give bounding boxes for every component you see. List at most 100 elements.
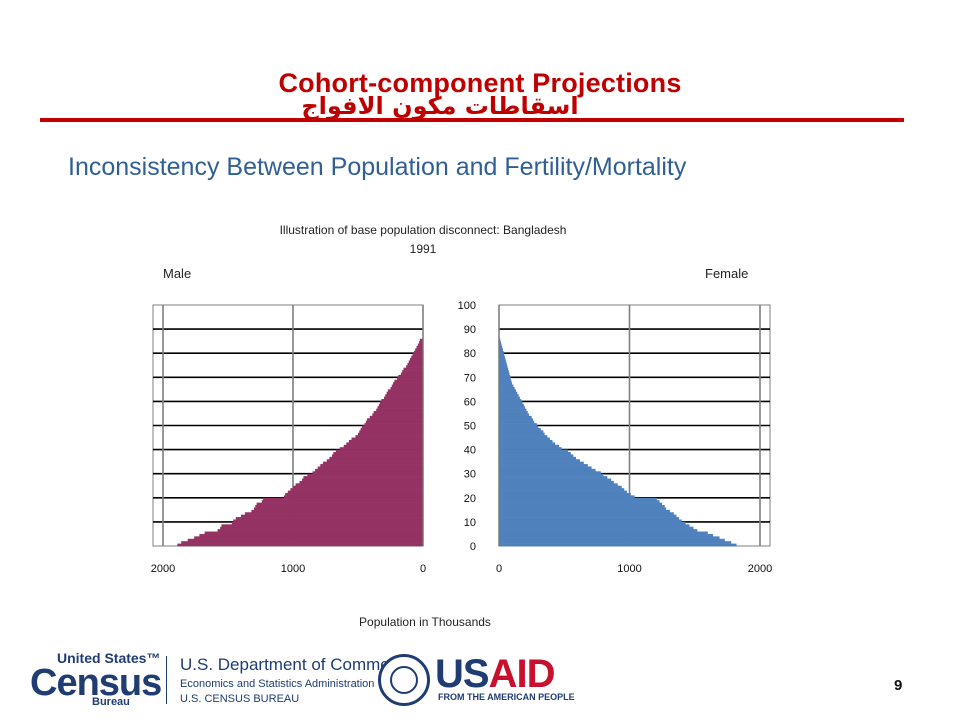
female-panel-label: Female [705,266,749,281]
female-bar-age-53 [499,415,532,419]
male-bar-age-75 [407,362,423,366]
female-bar-age-34 [499,461,584,465]
female-bar-age-71 [499,372,510,376]
male-bar-age-41 [343,444,423,448]
y-tick-label-10: 10 [464,517,476,529]
male-bar-age-50 [364,423,423,426]
male-bar-age-27 [302,478,423,482]
female-bar-age-59 [499,401,523,405]
y-tick-label-50: 50 [464,421,476,433]
female-bar-age-31 [499,468,596,472]
female-bar-age-29 [499,473,604,477]
female-bar-age-60 [499,398,522,402]
female-bar-age-72 [499,370,509,373]
male-bar-age-16 [255,505,423,508]
male-bar-age-66 [391,384,423,388]
female-bar-age-85 [499,338,501,342]
female-x-tick-0: 0 [496,563,502,575]
female-bar-age-20 [499,495,635,499]
doc-line-3: U.S. CENSUS BUREAU [180,693,300,705]
female-bar-age-21 [499,492,631,496]
male-bar-age-72 [402,370,423,373]
female-bar-age-27 [499,478,612,482]
female-bar-age-77 [499,358,506,361]
female-bar-age-33 [499,464,588,467]
female-bar-age-61 [499,396,520,400]
male-bar-age-54 [372,413,423,417]
female-bar-age-73 [499,367,509,371]
male-bar-age-65 [390,386,423,390]
slide-subtitle: Inconsistency Between Population and Fer… [68,153,687,181]
female-bar-age-3 [499,536,720,540]
male-bar-age-21 [285,492,423,496]
male-bar-age-1 [181,541,423,544]
female-bar-age-78 [499,355,505,359]
male-bar-age-9 [231,521,423,525]
female-bar-age-79 [499,353,505,356]
female-bar-age-28 [499,476,608,479]
y-tick-label-70: 70 [464,372,476,384]
male-bar-age-8 [221,524,423,528]
female-bar-age-39 [499,449,569,453]
male-bar-age-55 [373,411,423,414]
female-bar-age-51 [499,420,535,424]
female-bar-age-8 [499,524,690,528]
male-bar-age-44 [351,437,423,441]
female-bar-age-44 [499,437,550,441]
female-bar-age-14 [499,509,670,513]
female-bar-age-5 [499,531,708,535]
female-bar-age-9 [499,521,686,525]
male-bar-age-84 [419,341,423,344]
page-number: 9 [894,677,903,694]
census-logo-bureau: Bureau [92,696,130,708]
female-bar-age-41 [499,444,560,448]
female-bar-age-6 [499,529,698,532]
usaid-seal-icon [378,654,430,706]
slide-title: Cohort-component Projections [278,68,682,98]
male-bar-age-67 [393,382,423,385]
female-bar-age-18 [499,500,660,503]
female-bar-age-37 [499,454,574,458]
male-bar-age-42 [346,442,423,446]
y-tick-label-0: 0 [470,541,476,553]
male-bar-age-43 [348,439,423,443]
male-bar-age-35 [326,459,423,462]
male-bar-age-36 [329,456,423,460]
male-bar-age-79 [412,353,423,356]
female-bar-age-47 [499,430,544,434]
male-bar-age-7 [220,526,423,530]
female-bar-age-65 [499,386,515,390]
male-bar-age-68 [394,379,423,383]
male-bar-age-14 [251,509,423,513]
census-logo-top-text: United States™ [57,650,161,666]
slide-title-arabic: اسقاطات مكون الافواج [301,92,579,120]
female-bar-age-50 [499,423,537,426]
x-axis-label: Population in Thousands [359,615,491,629]
female-bar-age-45 [499,435,548,438]
female-bar-age-66 [499,384,514,388]
female-bar-age-10 [499,519,682,523]
female-bar-age-62 [499,394,519,397]
female-bar-age-36 [499,456,576,460]
female-bar-age-64 [499,389,516,393]
female-bar-age-56 [499,408,527,412]
female-bar-age-11 [499,517,680,520]
y-tick-label-40: 40 [464,445,476,457]
male-bar-age-40 [339,447,423,450]
male-bar-age-11 [235,517,423,520]
female-bar-age-16 [499,505,665,508]
male-bar-age-34 [322,461,423,465]
female-bar-age-57 [499,406,526,409]
y-tick-label-30: 30 [464,469,476,481]
male-bar-age-33 [320,464,423,467]
male-bar-age-59 [380,401,423,405]
female-bar-age-32 [499,466,592,470]
male-panel-label: Male [163,266,192,281]
male-bar-age-81 [415,348,423,352]
male-bar-age-22 [287,490,423,494]
male-bar-age-29 [307,473,423,477]
male-bar-age-78 [411,355,423,359]
chart-title-line-2: 1991 [409,242,437,256]
title-underline [40,118,904,122]
